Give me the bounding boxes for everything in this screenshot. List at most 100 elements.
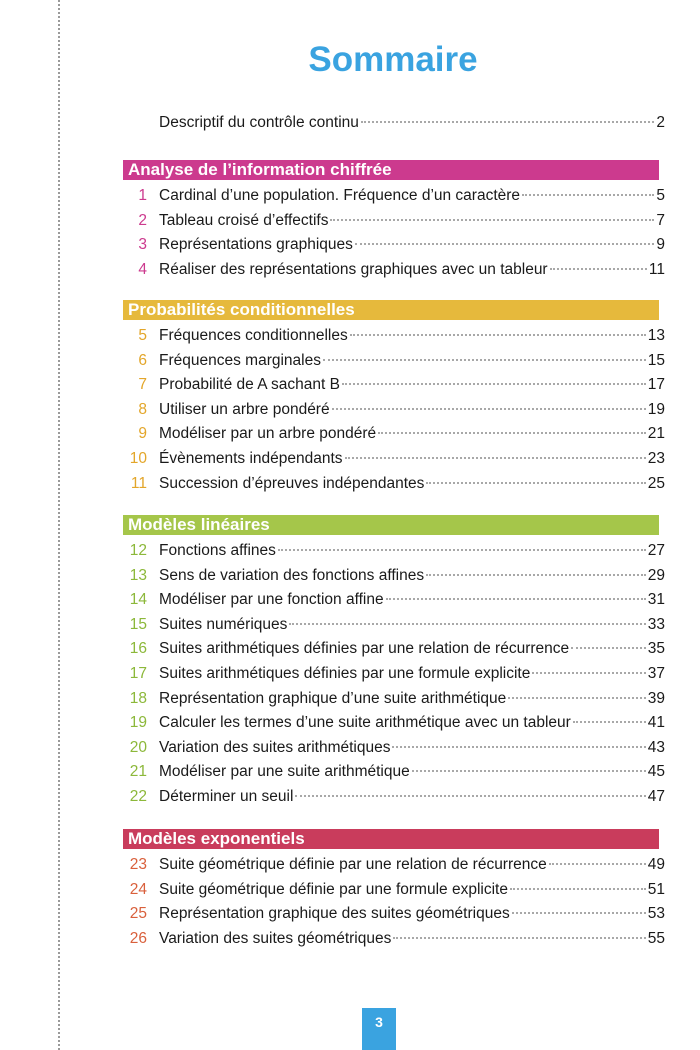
toc-page: 37 [647,664,665,682]
toc-row[interactable]: Descriptif du contrôle continu 2 [123,111,665,136]
dot-leader [572,721,646,724]
toc-label: Représentation graphique d’une suite ari… [159,689,507,707]
toc-row[interactable]: 15 Suites numériques 33 [123,613,665,638]
toc-label: Modéliser par une suite arithmétique [159,763,410,781]
toc-row[interactable]: 11 Succession d’épreuves indépendantes 2… [123,472,665,497]
chapter-number: 6 [138,351,147,369]
dot-leader [532,671,646,674]
toc-row[interactable]: 18 Représentation graphique d’une suite … [123,687,665,712]
dot-leader [330,218,655,221]
dot-leader [354,243,655,246]
toc-label: Suites arithmétiques définies par une re… [159,640,570,658]
dot-leader [277,549,646,551]
toc-label: Suite géométrique définie par une formul… [159,880,508,898]
toc-label: Calculer les termes d’une suite arithmét… [159,714,571,732]
toc-row[interactable]: 9 Modéliser par un arbre pondéré 21 [123,422,665,447]
toc-page: 39 [647,689,665,707]
toc-row[interactable]: 3 Représentations graphiques 9 [123,233,665,258]
chapter-number: 5 [138,327,147,344]
toc-label: Tableau croisé d’effectifs [159,211,329,229]
toc-row[interactable]: 22 Déterminer un seuil 47 [123,785,665,810]
toc-row[interactable]: 20 Variation des suites arithmétiques 43 [123,736,665,761]
page-title: Sommaire [308,40,478,79]
toc-row[interactable]: 1 Cardinal d’une population. Fréquence d… [123,184,665,209]
chapter-number: 2 [138,211,147,229]
toc-row[interactable]: 6 Fréquences marginales 15 [123,349,665,374]
dot-leader [344,456,646,459]
dot-leader [522,194,655,196]
toc-page: 45 [647,763,665,781]
dot-leader [549,267,647,270]
chapter-number: 14 [129,591,147,609]
toc-row[interactable]: 2 Tableau croisé d’effectifs 7 [123,209,665,234]
dot-leader [360,121,655,123]
toc-page: 7 [656,211,665,229]
toc-row[interactable]: 19 Calculer les termes d’une suite arith… [123,711,665,736]
chapter-number: 1 [138,187,147,204]
toc-row[interactable]: 23 Suite géométrique définie par une rel… [123,853,665,878]
dot-leader [349,334,646,336]
toc-label: Succession d’épreuves indépendantes [159,474,425,492]
toc-row[interactable]: 5 Fréquences conditionnelles 13 [123,324,665,349]
toc-page: 27 [647,542,665,559]
dot-leader [289,622,646,625]
toc-label: Cardinal d’une population. Fréquence d’u… [159,187,521,204]
section-header: Modèles linéaires [123,515,659,535]
chapter-number: 15 [129,615,147,633]
toc-page: 43 [647,738,665,756]
toc-page: 19 [647,400,665,418]
chapter-number: 25 [129,905,147,923]
chapter-number: 20 [129,738,147,756]
chapter-number: 13 [129,566,147,584]
toc-row[interactable]: 4 Réaliser des représentations graphique… [123,258,665,283]
toc-row[interactable]: 10 Évènements indépendants 23 [123,447,665,472]
toc-row[interactable]: 26 Variation des suites géométriques 55 [123,927,665,952]
chapter-number: 9 [138,425,147,443]
toc-page: 9 [656,236,665,254]
toc-row[interactable]: 16 Suites arithmétiques définies par une… [123,637,665,662]
toc-label: Variation des suites arithmétiques [159,738,391,756]
dot-leader [571,647,646,650]
toc-section: Analyse de l’information chiffrée 1 Card… [123,160,665,283]
toc-page: 53 [647,905,665,923]
toc-label: Sens de variation des fonctions affines [159,566,425,584]
dot-leader [322,358,646,361]
toc-row[interactable]: 7 Probabilité de A sachant B 17 [123,373,665,398]
dot-leader [509,887,646,890]
page-number: 3 [362,1008,396,1050]
toc-row[interactable]: 13 Sens de variation des fonctions affin… [123,564,665,589]
toc-page: 33 [647,615,665,633]
dot-leader [426,481,646,484]
chapter-number: 24 [129,880,147,898]
toc-page: 31 [647,591,665,609]
toc-label: Modéliser par un arbre pondéré [159,425,377,443]
dot-leader [392,745,646,748]
chapter-number: 23 [129,856,147,873]
toc-page: 29 [647,566,665,584]
toc-row[interactable]: 17 Suites arithmétiques définies par une… [123,662,665,687]
toc-label: Utiliser un arbre pondéré [159,400,330,418]
toc-row[interactable]: 12 Fonctions affines 27 [123,539,665,564]
toc-row[interactable]: 14 Modéliser par une fonction affine 31 [123,588,665,613]
toc-label: Réaliser des représentations graphiques … [159,260,548,278]
chapter-number: 4 [138,260,147,278]
dot-leader [331,407,646,410]
toc-row[interactable]: 24 Suite géométrique définie par une for… [123,878,665,903]
chapter-number: 11 [130,474,147,492]
toc-label: Variation des suites géométriques [159,929,392,947]
toc-label: Suite géométrique définie par une relati… [159,856,547,873]
toc-label: Fréquences conditionnelles [159,327,348,344]
toc-page: 17 [647,376,665,394]
toc-row[interactable]: 25 Représentation graphique des suites g… [123,902,665,927]
section-header: Probabilités conditionnelles [123,300,659,320]
chapter-number: 16 [129,640,147,658]
toc-page: 2 [656,114,665,131]
chapter-number: 7 [138,376,147,394]
toc-section: Probabilités conditionnelles 5 Fréquence… [123,300,665,497]
toc-row[interactable]: 21 Modéliser par une suite arithmétique … [123,760,665,785]
toc-page: 49 [647,856,665,873]
toc-label: Représentations graphiques [159,236,353,254]
toc-row[interactable]: 8 Utiliser un arbre pondéré 19 [123,398,665,423]
chapter-number: 22 [129,787,147,805]
intro-entry: Descriptif du contrôle continu 2 [123,111,665,136]
